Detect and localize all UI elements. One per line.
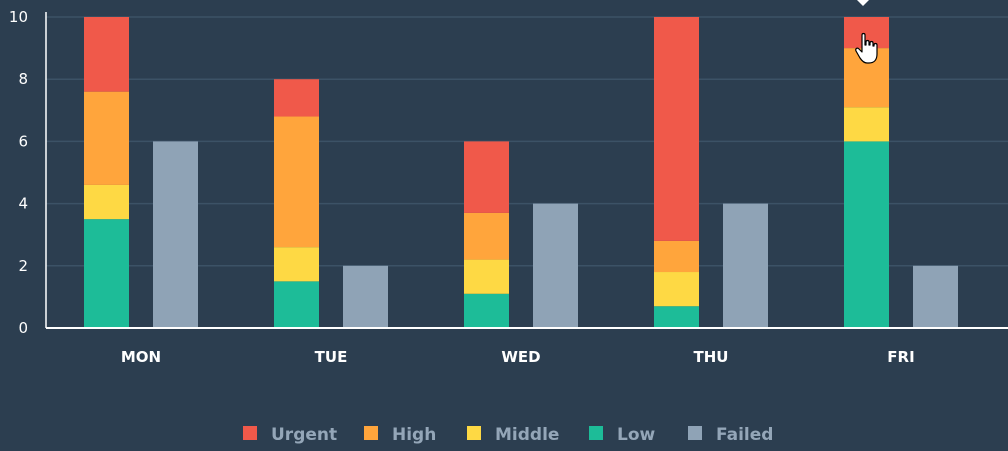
bar-middle-wed[interactable]: [464, 259, 509, 294]
bar-failed-thu[interactable]: [723, 203, 768, 328]
bar-middle-fri[interactable]: [844, 107, 889, 142]
x-tick-label: WED: [501, 348, 540, 366]
y-tick-label: 8: [18, 70, 28, 88]
x-tick-label: MON: [121, 348, 161, 366]
y-tick-label: 2: [18, 257, 28, 275]
bar-low-fri[interactable]: [844, 141, 889, 328]
bar-urgent-thu[interactable]: [654, 17, 699, 241]
bar-high-thu[interactable]: [654, 240, 699, 273]
bar-middle-thu[interactable]: [654, 272, 699, 307]
legend-swatch: [243, 426, 257, 440]
legend-swatch: [589, 426, 603, 440]
bar-low-thu[interactable]: [654, 306, 699, 328]
bar-low-tue[interactable]: [274, 281, 319, 328]
legend-swatch: [364, 426, 378, 440]
bar-low-mon[interactable]: [84, 219, 129, 328]
legend-item-high[interactable]: High: [364, 425, 436, 445]
bar-urgent-tue[interactable]: [274, 79, 319, 117]
legend-item-middle[interactable]: Middle: [467, 425, 559, 445]
y-tick-label: 10: [9, 8, 28, 26]
bars: [84, 17, 958, 328]
bar-middle-tue[interactable]: [274, 247, 319, 282]
legend: Urgent High Middle Low Failed: [243, 425, 773, 445]
bar-high-mon[interactable]: [84, 91, 129, 185]
y-tick-label: 4: [18, 195, 28, 213]
y-tick-label: 0: [18, 319, 28, 337]
bar-middle-mon[interactable]: [84, 184, 129, 220]
legend-label: High: [392, 425, 436, 445]
bar-failed-wed[interactable]: [533, 203, 578, 328]
x-tick-label: TUE: [315, 348, 348, 366]
bar-failed-tue[interactable]: [343, 265, 388, 328]
bar-high-tue[interactable]: [274, 116, 319, 248]
legend-item-low[interactable]: Low: [589, 425, 656, 445]
bar-high-wed[interactable]: [464, 212, 509, 260]
legend-label: Urgent: [271, 425, 337, 445]
bar-failed-mon[interactable]: [153, 141, 198, 328]
y-axis: 0 2 4 6 8 10: [9, 8, 28, 337]
bar-failed-fri[interactable]: [913, 265, 958, 328]
legend-label: Middle: [495, 425, 559, 445]
legend-swatch: [688, 426, 702, 440]
x-axis: MON TUE WED THU FRI: [121, 348, 915, 366]
tooltip: [857, 0, 869, 6]
legend-item-urgent[interactable]: Urgent: [243, 425, 337, 445]
bar-low-wed[interactable]: [464, 293, 509, 328]
legend-item-failed[interactable]: Failed: [688, 425, 773, 445]
hand-cursor-icon: [855, 32, 878, 64]
legend-label: Failed: [716, 425, 773, 445]
x-tick-label: FRI: [887, 348, 914, 366]
y-tick-label: 6: [18, 132, 28, 150]
bar-urgent-mon[interactable]: [84, 17, 129, 92]
legend-label: Low: [617, 425, 656, 445]
x-tick-label: THU: [694, 348, 729, 366]
bar-urgent-wed[interactable]: [464, 141, 509, 213]
legend-swatch: [467, 426, 481, 440]
